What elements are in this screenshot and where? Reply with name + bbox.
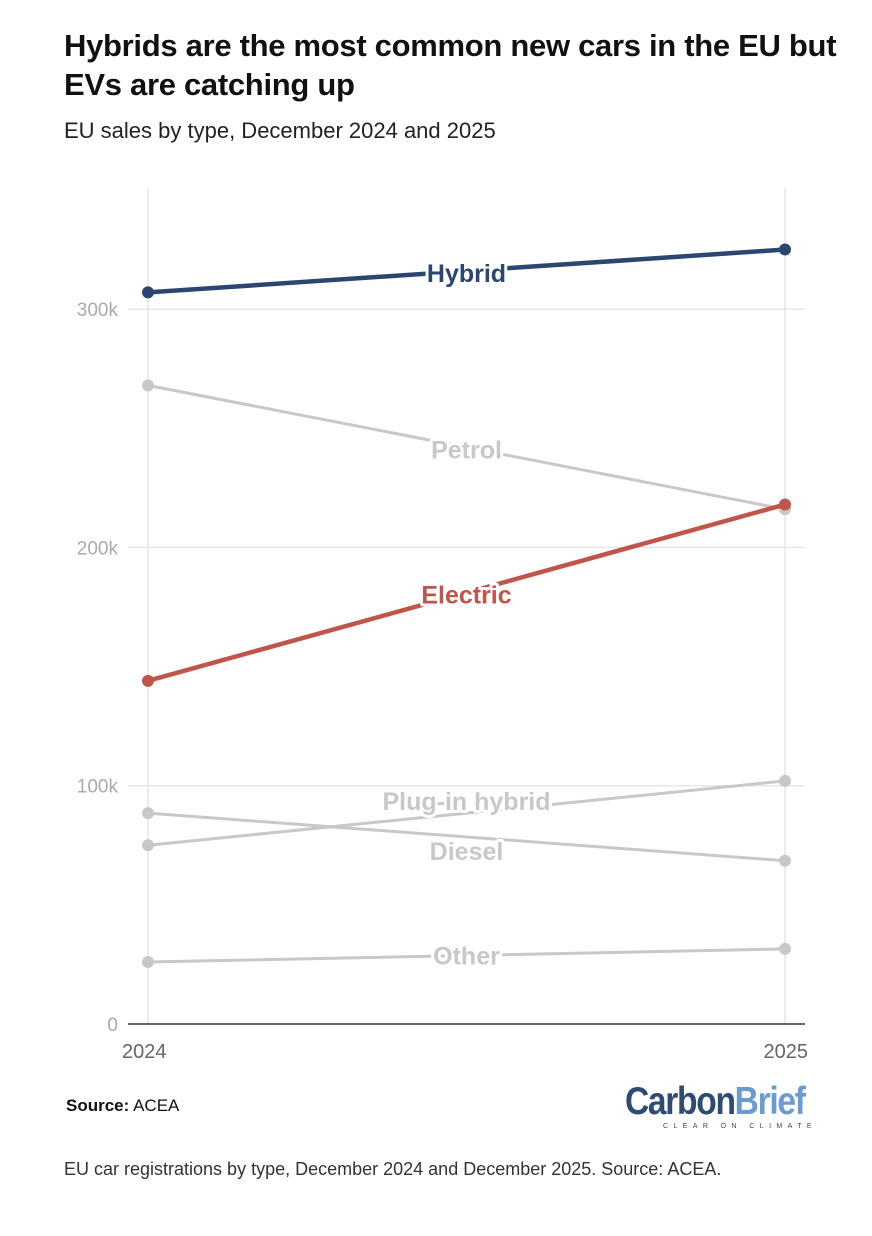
series-line-plug-in-hybrid: [146, 779, 787, 847]
data-point-plug-in-hybrid: [142, 839, 154, 852]
series-line-hybrid: [145, 247, 788, 295]
series-label-other: Other: [433, 942, 500, 970]
series-line-other: [146, 947, 787, 964]
line-chart: 0 100k 200k 300k 2024 2025 Petrol Plug-in hybr…: [77, 188, 809, 1063]
logo-part1: Carbon: [625, 1080, 736, 1123]
series-label-diesel: Diesel: [430, 838, 504, 866]
data-point-other: [142, 956, 154, 969]
x-tick-label: 2024: [122, 1041, 167, 1063]
series-line-electric: [145, 502, 788, 684]
series-label-plug-in-hybrid: Plug-in hybrid: [382, 788, 550, 816]
x-tick-label: 2025: [764, 1041, 809, 1063]
y-tick-label: 0: [107, 1015, 118, 1036]
source-label: Source:: [66, 1096, 130, 1115]
data-point-hybrid: [779, 243, 791, 256]
y-tick-label: 300k: [77, 300, 119, 321]
y-tick-label: 200k: [77, 538, 119, 559]
data-point-petrol: [142, 379, 154, 392]
y-tick-label: 100k: [77, 777, 119, 798]
series-line-diesel: [146, 811, 787, 863]
data-point-diesel: [779, 854, 791, 867]
data-point-diesel: [142, 807, 154, 820]
logo-part2: Brief: [734, 1080, 806, 1123]
source-note: Source: ACEA: [66, 1096, 179, 1116]
carbonbrief-logo: CarbonBrief CLEAR ON CLIMATE: [625, 1080, 817, 1131]
logo-tagline: CLEAR ON CLIMATE: [663, 1123, 817, 1130]
data-point-electric: [142, 674, 154, 687]
series-label-petrol: Petrol: [431, 436, 502, 464]
data-point-other: [779, 942, 791, 955]
data-point-hybrid: [142, 286, 154, 299]
chart-subtitle: EU sales by type, December 2024 and 2025: [64, 118, 496, 143]
source-value: ACEA: [133, 1096, 180, 1115]
figure-caption: EU car registrations by type, December 2…: [64, 1159, 722, 1179]
chart-title: Hybrids are the most common new cars in …: [64, 28, 837, 102]
data-point-electric: [779, 498, 791, 511]
data-point-plug-in-hybrid: [779, 774, 791, 787]
series-label-electric: Electric: [421, 582, 511, 610]
series-line-petrol: [146, 383, 787, 511]
series-label-hybrid: Hybrid: [427, 260, 506, 288]
